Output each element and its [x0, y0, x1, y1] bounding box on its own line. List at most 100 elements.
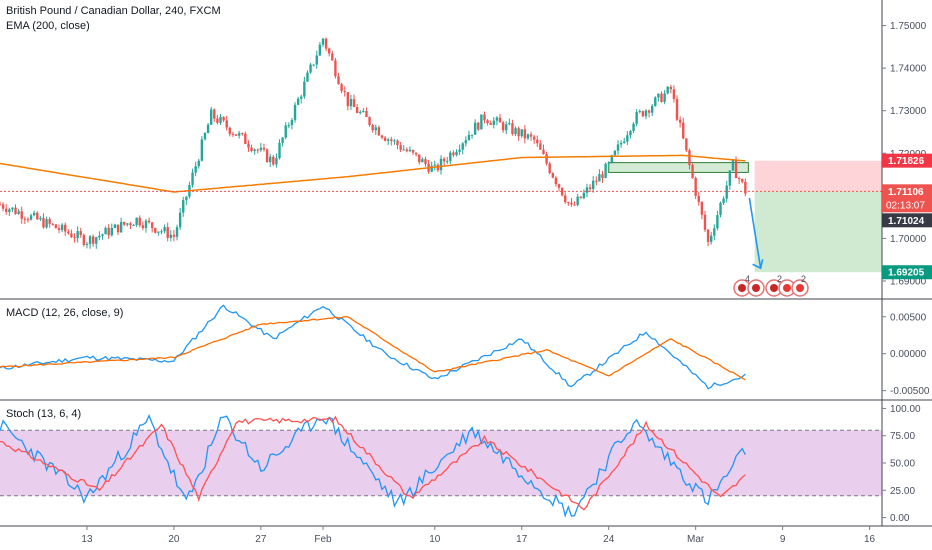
candle-body — [290, 119, 294, 126]
stoch-label[interactable]: Stoch (13, 6, 4) — [6, 408, 82, 420]
candle-body — [73, 237, 76, 239]
candle-body — [741, 178, 744, 182]
candle-body — [467, 134, 471, 141]
ema-price-tag — [882, 213, 932, 228]
candle-body — [390, 139, 393, 141]
candle-body — [734, 160, 738, 179]
symbol-title[interactable]: British Pound / Canadian Dollar, 240, FX… — [6, 5, 221, 17]
candle-body — [626, 135, 629, 142]
macd-tick-label: 0.00000 — [890, 349, 927, 360]
candle-body — [225, 120, 228, 128]
flag-dot — [770, 284, 778, 292]
time-tick-label: 16 — [864, 534, 876, 545]
candle-body — [359, 111, 362, 113]
resistance-zone[interactable] — [608, 162, 749, 173]
macd-label[interactable]: MACD (12, 26, close, 9) — [6, 307, 124, 319]
candle-body — [244, 133, 247, 144]
stoch-d-line — [0, 415, 746, 511]
time-tick-label: 24 — [603, 534, 615, 545]
candle-body — [616, 144, 620, 151]
candle-body — [293, 104, 297, 120]
candle-body — [641, 111, 645, 117]
candle-body — [17, 211, 20, 214]
candle-body — [256, 149, 259, 151]
candle-body — [303, 81, 306, 97]
stoch-tick-label: 25.00 — [890, 486, 915, 497]
candle-body — [45, 219, 48, 228]
candle-body — [163, 227, 166, 232]
candle-body — [206, 124, 210, 134]
macd-line — [0, 304, 746, 390]
candle-body — [458, 149, 461, 152]
macd-pane[interactable] — [0, 304, 746, 390]
candle-body — [694, 177, 697, 196]
candle-body — [374, 127, 377, 131]
projection-arrow[interactable] — [748, 197, 762, 269]
candle-body — [598, 174, 601, 182]
candle-body — [607, 162, 610, 164]
candle-body — [539, 143, 542, 150]
candle-body — [132, 224, 135, 226]
candle-body — [501, 122, 505, 131]
candle-body — [629, 130, 632, 136]
candle-body — [213, 109, 216, 119]
candle-body — [728, 170, 732, 186]
candle-body — [511, 123, 514, 135]
stop-loss-zone[interactable] — [754, 160, 882, 192]
stop-price-label: 1.71826 — [888, 156, 925, 167]
candle-body — [54, 224, 58, 229]
candle-body — [439, 158, 443, 171]
stochastic-pane[interactable] — [0, 413, 882, 518]
candle-body — [346, 92, 350, 107]
candle-body — [678, 119, 682, 123]
candle-body — [60, 224, 64, 230]
candle-body — [498, 117, 502, 123]
economic-events[interactable]: 4 2 2 — [733, 274, 809, 297]
price-tick-label: 1.69000 — [890, 276, 927, 287]
candle-body — [424, 159, 427, 164]
candle-body — [340, 84, 343, 92]
candle-body — [231, 133, 235, 135]
indicator-label[interactable]: EMA (200, close) — [6, 20, 90, 32]
arrow-head-icon — [752, 259, 764, 270]
candle-body — [383, 137, 387, 141]
candle-body — [26, 219, 30, 221]
candle-body — [185, 196, 188, 201]
candle-body — [709, 235, 713, 242]
candle-body — [523, 129, 527, 139]
take-profit-zone[interactable] — [754, 191, 882, 273]
candle-body — [51, 223, 54, 225]
price-scale[interactable]: 1.750001.740001.730001.720001.710001.700… — [881, 0, 932, 526]
candle-body — [275, 158, 278, 165]
stoch-tick-label: 0.00 — [890, 513, 910, 524]
candle-body — [262, 147, 266, 150]
candle-body — [514, 128, 517, 135]
candle-body — [452, 152, 455, 156]
candle-body — [157, 231, 160, 233]
candle-body — [418, 154, 421, 163]
target-price-tag — [882, 265, 932, 280]
candle-body — [219, 117, 222, 123]
candle-body — [76, 231, 79, 239]
candle-body — [579, 196, 582, 199]
candle-body — [119, 221, 123, 233]
candle-body — [85, 243, 89, 245]
time-axis[interactable]: 13 20 27 Feb 10 17 24 Mar 9 16 — [0, 525, 932, 545]
candle-body — [744, 181, 747, 194]
candle-body — [685, 138, 688, 151]
candle-body — [368, 117, 371, 126]
candle-body — [542, 149, 545, 155]
chart-legend[interactable]: British Pound / Canadian Dollar, 240, FX… — [6, 4, 221, 34]
candle-body — [595, 180, 598, 182]
candlestick-series — [0, 37, 747, 249]
candle-body — [604, 163, 607, 178]
price-pane[interactable] — [0, 37, 882, 273]
candle-body — [104, 227, 107, 235]
candle-body — [722, 198, 725, 203]
candle-body — [29, 215, 33, 220]
candle-body — [495, 117, 499, 121]
candle-body — [433, 164, 436, 166]
candle-body — [647, 110, 651, 113]
candle-body — [564, 195, 567, 203]
